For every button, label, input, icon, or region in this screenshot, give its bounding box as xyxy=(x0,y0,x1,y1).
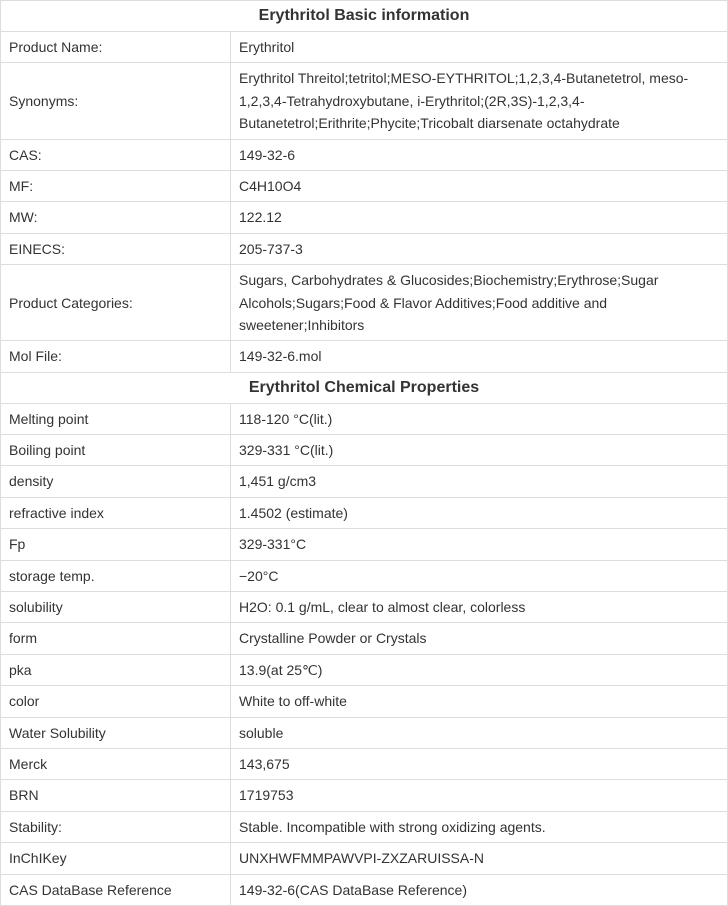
table-row: formCrystalline Powder or Crystals xyxy=(1,623,728,654)
property-label: solubility xyxy=(1,592,231,623)
property-value: 329-331°C xyxy=(231,529,728,560)
property-label: InChIKey xyxy=(1,843,231,874)
property-label: MF: xyxy=(1,170,231,201)
property-value: C4H10O4 xyxy=(231,170,728,201)
property-label: Boiling point xyxy=(1,435,231,466)
property-value: 329-331 °C(lit.) xyxy=(231,435,728,466)
property-label: MW: xyxy=(1,202,231,233)
property-label: density xyxy=(1,466,231,497)
table-row: Melting point118-120 °C(lit.) xyxy=(1,403,728,434)
table-row: Product Categories:Sugars, Carbohydrates… xyxy=(1,265,728,341)
table-row: colorWhite to off-white xyxy=(1,686,728,717)
table-row: InChIKeyUNXHWFMMPAWVPI-ZXZARUISSA-N xyxy=(1,843,728,874)
table-row: Stability:Stable. Incompatible with stro… xyxy=(1,811,728,842)
property-label: BRN xyxy=(1,780,231,811)
table-row: CAS DataBase Reference149-32-6(CAS DataB… xyxy=(1,874,728,905)
table-row: Water Solubilitysoluble xyxy=(1,717,728,748)
property-label: color xyxy=(1,686,231,717)
property-label: Fp xyxy=(1,529,231,560)
property-value: Erythritol xyxy=(231,32,728,63)
property-label: Product Categories: xyxy=(1,265,231,341)
property-label: storage temp. xyxy=(1,560,231,591)
property-value: 122.12 xyxy=(231,202,728,233)
property-label: refractive index xyxy=(1,497,231,528)
property-value: 149-32-6(CAS DataBase Reference) xyxy=(231,874,728,905)
section-header: Erythritol Basic information xyxy=(1,1,728,32)
property-value: White to off-white xyxy=(231,686,728,717)
property-label: Melting point xyxy=(1,403,231,434)
table-row: Mol File:149-32-6.mol xyxy=(1,341,728,372)
property-value: soluble xyxy=(231,717,728,748)
property-value: 149-32-6.mol xyxy=(231,341,728,372)
property-value: 149-32-6 xyxy=(231,139,728,170)
table-row: refractive index1.4502 (estimate) xyxy=(1,497,728,528)
property-label: Stability: xyxy=(1,811,231,842)
property-value: 13.9(at 25℃) xyxy=(231,654,728,685)
property-value: H2O: 0.1 g/mL, clear to almost clear, co… xyxy=(231,592,728,623)
table-row: storage temp.−20°C xyxy=(1,560,728,591)
property-label: EINECS: xyxy=(1,233,231,264)
table-row: EINECS:205-737-3 xyxy=(1,233,728,264)
table-row: MW:122.12 xyxy=(1,202,728,233)
property-value: Crystalline Powder or Crystals xyxy=(231,623,728,654)
property-value: Sugars, Carbohydrates & Glucosides;Bioch… xyxy=(231,265,728,341)
table-row: CAS:149-32-6 xyxy=(1,139,728,170)
property-value: 118-120 °C(lit.) xyxy=(231,403,728,434)
property-label: Mol File: xyxy=(1,341,231,372)
property-value: 1.4502 (estimate) xyxy=(231,497,728,528)
property-value: Erythritol Threitol;tetritol;MESO-EYTHRI… xyxy=(231,63,728,139)
table-row: Product Name:Erythritol xyxy=(1,32,728,63)
property-label: Water Solubility xyxy=(1,717,231,748)
property-label: pka xyxy=(1,654,231,685)
property-value: −20°C xyxy=(231,560,728,591)
property-value: 143,675 xyxy=(231,748,728,779)
table-row: Synonyms:Erythritol Threitol;tetritol;ME… xyxy=(1,63,728,139)
property-value: 205-737-3 xyxy=(231,233,728,264)
property-value: UNXHWFMMPAWVPI-ZXZARUISSA-N xyxy=(231,843,728,874)
property-label: Synonyms: xyxy=(1,63,231,139)
property-value: Stable. Incompatible with strong oxidizi… xyxy=(231,811,728,842)
info-table: Erythritol Basic informationProduct Name… xyxy=(0,0,728,906)
table-row: BRN1719753 xyxy=(1,780,728,811)
table-row: density1,451 g/cm3 xyxy=(1,466,728,497)
property-label: CAS: xyxy=(1,139,231,170)
table-row: pka13.9(at 25℃) xyxy=(1,654,728,685)
table-row: Fp329-331°C xyxy=(1,529,728,560)
property-label: Merck xyxy=(1,748,231,779)
table-row: Boiling point329-331 °C(lit.) xyxy=(1,435,728,466)
table-row: MF:C4H10O4 xyxy=(1,170,728,201)
property-label: Product Name: xyxy=(1,32,231,63)
section-header: Erythritol Chemical Properties xyxy=(1,372,728,403)
table-row: solubilityH2O: 0.1 g/mL, clear to almost… xyxy=(1,592,728,623)
property-value: 1,451 g/cm3 xyxy=(231,466,728,497)
table-row: Merck143,675 xyxy=(1,748,728,779)
property-label: CAS DataBase Reference xyxy=(1,874,231,905)
property-value: 1719753 xyxy=(231,780,728,811)
property-label: form xyxy=(1,623,231,654)
